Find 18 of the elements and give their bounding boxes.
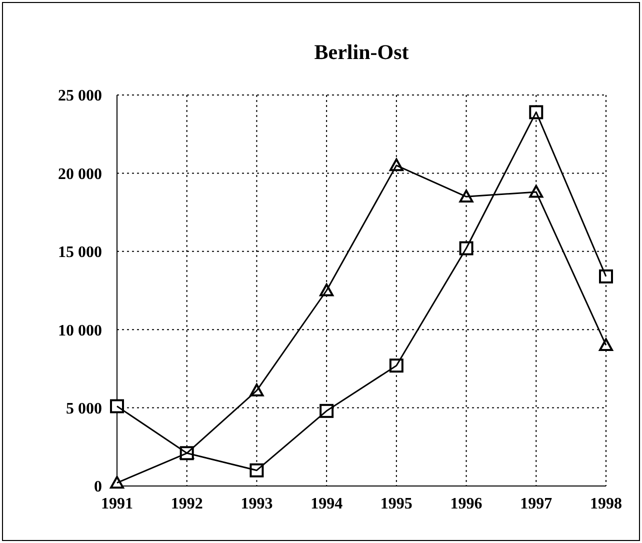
x-tick-label: 1995	[380, 495, 412, 512]
x-tick-label: 1997	[520, 495, 552, 512]
x-tick-label: 1993	[240, 495, 273, 512]
x-tick-label: 1991	[101, 495, 133, 512]
y-tick-label: 15 000	[58, 244, 102, 262]
y-tick-label: 5 000	[66, 400, 102, 418]
point	[599, 269, 613, 284]
x-tick-label: 1998	[590, 495, 622, 512]
chart-title: Berlin-Ost	[313, 40, 410, 65]
y-tick-label: 25 000	[58, 88, 102, 105]
x-tick-label: 1996	[450, 495, 482, 512]
point	[599, 338, 613, 352]
x-tick-label: 1992	[170, 495, 203, 512]
x-tick-label: 1994	[310, 495, 343, 512]
y-tick-label: 0	[94, 478, 102, 496]
y-tick-label: 20 000	[58, 166, 102, 183]
point	[110, 399, 124, 414]
y-tick-label: 10 000	[58, 322, 102, 340]
